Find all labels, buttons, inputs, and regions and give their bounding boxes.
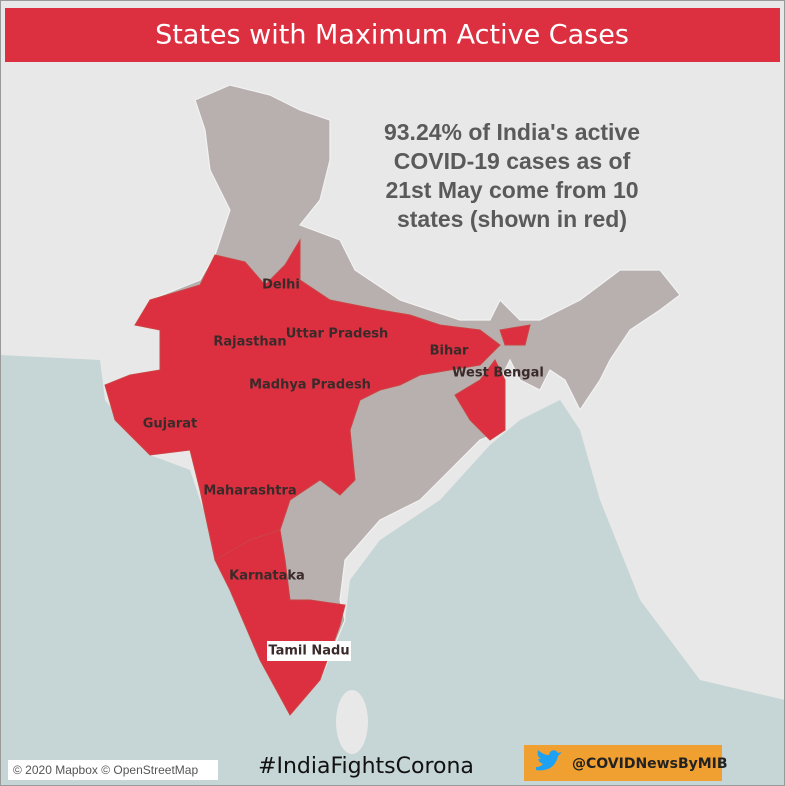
sea — [0, 355, 785, 786]
attribution: © 2020 Mapbox © OpenStreetMap — [13, 763, 198, 777]
annotation-line: 21st May come from 10 — [385, 177, 638, 203]
annotation: 93.24% of India's active COVID-19 cases a… — [384, 119, 640, 232]
title: States with Maximum Active Cases — [155, 20, 629, 51]
highlighted-states-east — [454, 324, 531, 441]
annotation-line: states (shown in red) — [397, 206, 627, 232]
hashtag: #IndiaFightsCorona — [258, 754, 474, 779]
attribution-box — [8, 760, 218, 780]
state-label: Madhya Pradesh — [249, 378, 371, 393]
state-label: Gujarat — [143, 417, 198, 432]
highlighted-states — [104, 238, 501, 561]
state-label: Bihar — [430, 344, 469, 359]
state-label: Delhi — [262, 278, 300, 293]
highlighted-states-south — [214, 529, 346, 716]
state-label: Rajasthan — [213, 335, 286, 350]
annotation-line: COVID-19 cases as of — [394, 148, 631, 174]
label-background — [267, 641, 351, 661]
bird-icon — [536, 750, 562, 771]
state-label: Karnataka — [229, 569, 305, 584]
state-label: Tamil Nadu — [268, 644, 349, 659]
state-label: West Bengal — [452, 366, 544, 381]
title-bar — [5, 8, 780, 62]
state-label: Uttar Pradesh — [286, 327, 389, 342]
island — [336, 690, 368, 754]
handle: @COVIDNewsByMIB — [572, 756, 728, 772]
handle-box — [524, 745, 722, 781]
state-label: Maharashtra — [203, 484, 296, 499]
annotation-line: 93.24% of India's active — [384, 119, 640, 145]
